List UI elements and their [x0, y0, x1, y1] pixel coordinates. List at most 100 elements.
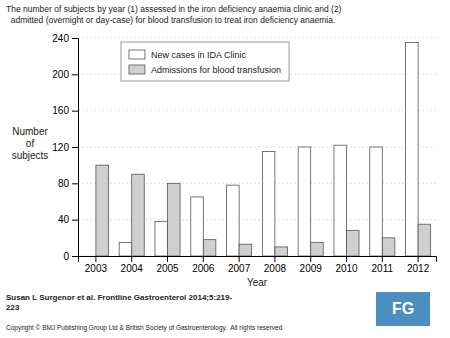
series [96, 165, 431, 256]
x-tick-label: 2007 [228, 263, 251, 274]
bar [227, 185, 240, 256]
bar [262, 152, 275, 256]
x-tick-label: 2012 [407, 263, 430, 274]
series [119, 43, 418, 256]
bar [334, 145, 347, 256]
logo: FG [376, 292, 430, 326]
x-tick-mark [167, 256, 168, 262]
grid [78, 38, 436, 256]
y-tick: 240 [52, 33, 78, 44]
x-tick: 2010 [335, 256, 358, 274]
x-tick-label: 2008 [264, 263, 287, 274]
y-tick: 40 [58, 214, 78, 225]
legend-item: Admissions for blood transfusion [129, 65, 281, 75]
plot-area: 0408012016020024020032004200520062007200… [52, 33, 436, 288]
legend-swatch [129, 50, 145, 59]
chart: The number of subjects by year (1) asses… [0, 0, 450, 338]
x-tick: 2003 [85, 256, 108, 274]
legend-item: New cases in IDA Clinic [129, 50, 247, 60]
logo-text: FG [392, 300, 414, 317]
y-tick-mark [72, 183, 78, 184]
bar [203, 240, 216, 256]
grid-line [78, 110, 436, 111]
bar [311, 242, 324, 256]
bar [406, 43, 419, 256]
bar [275, 247, 288, 256]
y-tick-label: 160 [52, 105, 69, 116]
x-tick-label: 2011 [372, 263, 394, 274]
y-tick-mark [72, 147, 78, 148]
bars [96, 43, 431, 256]
x-tick-mark [131, 256, 132, 262]
bar [382, 238, 395, 256]
x-tick-mark [95, 256, 96, 262]
y-tick-label: 120 [52, 142, 69, 153]
y-tick-label: 240 [52, 33, 69, 44]
legend-swatch [129, 65, 145, 74]
y-tick-mark [72, 38, 78, 39]
x-tick-label: 2005 [156, 263, 179, 274]
bar [347, 231, 360, 256]
x-tick-mark [346, 256, 347, 262]
x-tick-mark [310, 256, 311, 262]
title: The number of subjects by year (1) asses… [6, 4, 342, 14]
x-tick: 2006 [192, 256, 215, 274]
x-tick-label: 2006 [192, 263, 215, 274]
y-tick: 200 [52, 69, 78, 80]
legend-label: Admissions for blood transfusion [151, 65, 281, 75]
bar [168, 183, 181, 256]
bar [132, 174, 145, 256]
x-tick-mark [274, 256, 275, 262]
x-tick-label: 2010 [335, 263, 358, 274]
y-tick-mark [72, 256, 78, 257]
x-tick: 2008 [264, 256, 287, 274]
bar [83, 256, 96, 257]
x-tick: 2009 [300, 256, 323, 274]
bar [418, 224, 431, 256]
y-tick-label: 0 [63, 251, 69, 262]
legend-label: New cases in IDA Clinic [151, 50, 247, 60]
x-tick-mark [239, 256, 240, 262]
x-tick: 2004 [121, 256, 144, 274]
y-axis-title: Numberofsubjects [12, 126, 49, 161]
x-tick-label: 2003 [85, 263, 108, 274]
subtitle: admitted (overnight or day-case) for blo… [6, 15, 335, 25]
copyright: Copyright © BMJ Publishing Group Ltd & B… [6, 324, 283, 332]
y-tick: 80 [58, 178, 78, 189]
x-tick: 2011 [372, 256, 394, 274]
y-tick-label: 40 [58, 214, 70, 225]
x-axis: 2003 2004 2005 2006 2007 2008 2009 2010 2011 2012 [79, 256, 437, 274]
y-tick-mark [72, 111, 78, 112]
x-tick: 2007 [228, 256, 251, 274]
bar [119, 242, 132, 256]
x-axis-title: Year [247, 277, 268, 288]
y-tick-mark [72, 74, 78, 75]
y-tick: 120 [52, 142, 78, 153]
x-tick-mark [203, 256, 204, 262]
x-tick-label: 2009 [300, 263, 323, 274]
bar [298, 147, 311, 256]
x-tick-mark [418, 256, 419, 262]
bar [96, 165, 109, 256]
y-tick-mark [72, 220, 78, 221]
y-tick-label: 80 [58, 178, 70, 189]
bar [239, 244, 252, 256]
x-tick-mark [382, 256, 383, 262]
citation: Susan L Surgenor et al. Frontline Gastro… [6, 293, 232, 312]
x-tick: 2012 [407, 256, 430, 274]
grid-line [78, 38, 436, 39]
y-axis-line [72, 39, 79, 257]
y-tick: 160 [52, 105, 78, 116]
y-axis: 0 40 80 120 160 200 240 [52, 33, 78, 262]
bar [191, 197, 204, 256]
x-tick-label: 2004 [121, 263, 144, 274]
y-tick: 0 [63, 251, 78, 262]
x-axis-line [79, 257, 437, 263]
y-tick-label: 200 [52, 69, 69, 80]
x-tick: 2005 [156, 256, 179, 274]
bar [155, 221, 168, 256]
legend-box [121, 42, 289, 81]
legend: New cases in IDA Clinic Admissions for bl… [121, 42, 289, 81]
logo-box [376, 292, 430, 326]
bar [370, 147, 383, 256]
